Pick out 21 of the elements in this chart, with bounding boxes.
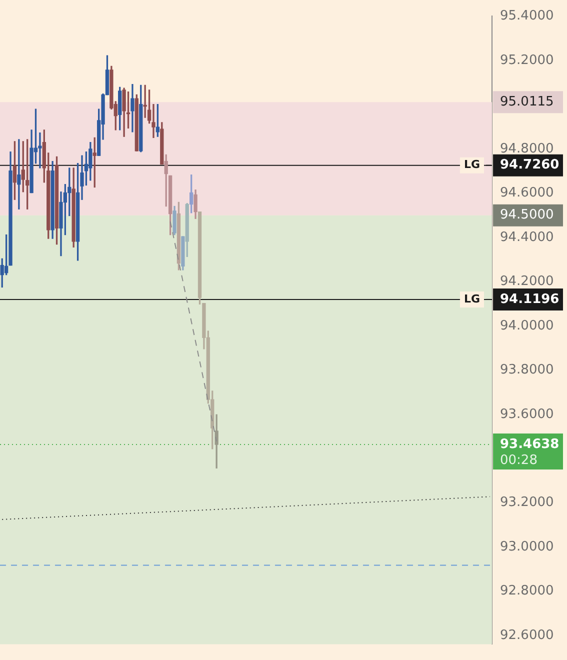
y-tick-label: 92.8000 — [500, 584, 554, 599]
y-tick-label: 94.8000 — [500, 141, 554, 156]
y-tick-label: 94.6000 — [500, 186, 554, 201]
text: 00:28 — [500, 452, 538, 468]
y-tick-label: 93.2000 — [500, 495, 554, 510]
annotation: LG — [464, 292, 480, 306]
band-label: 94.5000 — [500, 208, 554, 223]
ref-line-label: 94.1196 — [500, 292, 560, 307]
y-tick-label: 94.4000 — [500, 230, 554, 245]
ref-line-label: 93.4638 — [500, 436, 560, 452]
y-tick-label: 95.2000 — [500, 52, 554, 68]
annotation: LG — [464, 158, 480, 172]
y-tick-label: 93.8000 — [500, 362, 554, 378]
y-tick-label: 94.2000 — [500, 274, 554, 290]
y-tick-label: 92.6000 — [500, 628, 554, 643]
y-tick-label: 93.0000 — [500, 539, 554, 554]
y-tick-label: 94.0000 — [500, 318, 554, 334]
band-label: 95.0115 — [500, 94, 554, 110]
y-tick-label: 93.6000 — [500, 406, 554, 422]
ref-line-label: 94.7260 — [500, 158, 560, 173]
y-tick-label: 95.4000 — [500, 8, 554, 24]
